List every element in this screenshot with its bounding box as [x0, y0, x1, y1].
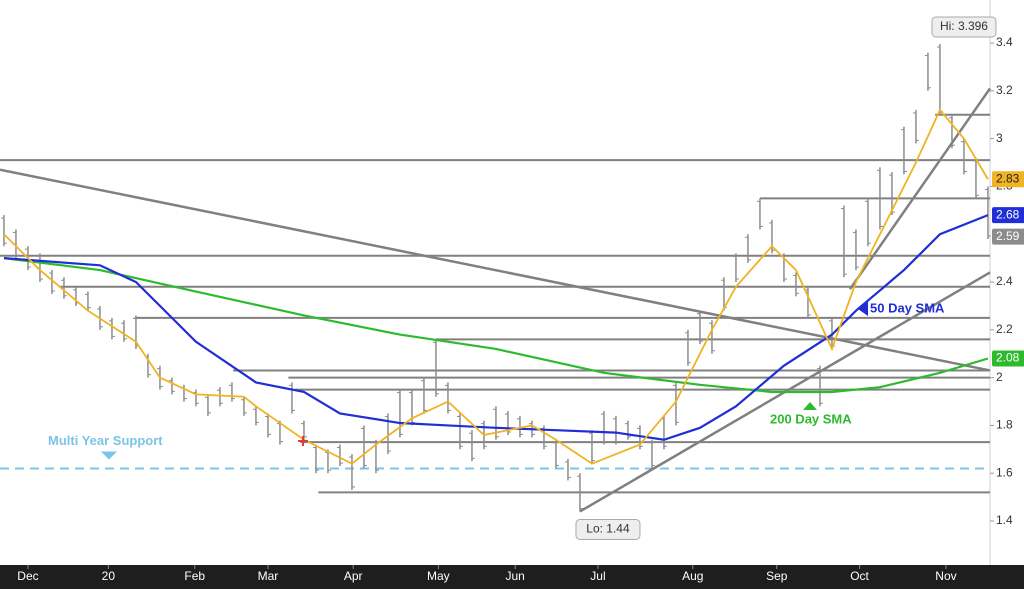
x-tick-label: Sep: [766, 569, 788, 583]
sma200-arrow: [803, 402, 817, 410]
sma50-arrow: [858, 302, 868, 316]
trend-line: [0, 168, 991, 372]
callout-box: [931, 16, 997, 38]
ma-line: [3, 214, 989, 441]
support-label: Multi Year Support: [48, 433, 163, 448]
ma-line: [3, 108, 989, 465]
last-value-box: [992, 350, 1024, 367]
last-value-label: 2.68: [996, 207, 1020, 221]
x-tick-label: Aug: [682, 569, 703, 583]
callout-box: [575, 518, 641, 540]
x-tick-label: Jul: [590, 569, 605, 583]
y-tick-label: 1.6: [996, 465, 1013, 479]
callout-label: Lo: 1.44: [586, 522, 630, 536]
x-tick-label: Jun: [505, 569, 524, 583]
last-value-label: 2.59: [996, 229, 1020, 243]
x-tick-label: Feb: [184, 569, 205, 583]
y-tick-label: 3: [996, 131, 1003, 145]
last-value-label: 2.08: [996, 351, 1020, 365]
last-value-label: 2.83: [996, 171, 1020, 185]
y-tick-label: 2.2: [996, 322, 1013, 336]
x-tick-label: Nov: [935, 569, 956, 583]
y-tick-label: 3.2: [996, 83, 1013, 97]
sma200-label: 200 Day SMA: [770, 411, 852, 426]
x-axis-band: [0, 565, 1024, 589]
x-tick-label: Dec: [17, 569, 38, 583]
ma-line: [3, 257, 989, 394]
last-value-box: [992, 207, 1024, 224]
last-value-box: [992, 228, 1024, 245]
y-tick-label: 2.4: [996, 274, 1013, 288]
y-tick-label: 2: [996, 370, 1003, 384]
y-tick-label: 1.8: [996, 418, 1013, 432]
support-arrow: [101, 451, 117, 460]
x-tick-label: Mar: [258, 569, 279, 583]
event-marker: [298, 436, 308, 446]
sma50-label: 50 Day SMA: [870, 300, 945, 315]
y-tick-label: 3.4: [996, 35, 1013, 49]
y-tick-label: 1.4: [996, 513, 1013, 527]
x-tick-label: May: [427, 569, 450, 583]
x-tick-label: 20: [102, 569, 116, 583]
x-tick-label: Apr: [344, 569, 363, 583]
trend-line: [848, 87, 992, 290]
last-value-box: [992, 171, 1024, 188]
x-tick-label: Oct: [850, 569, 869, 583]
callout-label: Hi: 3.396: [940, 19, 988, 33]
